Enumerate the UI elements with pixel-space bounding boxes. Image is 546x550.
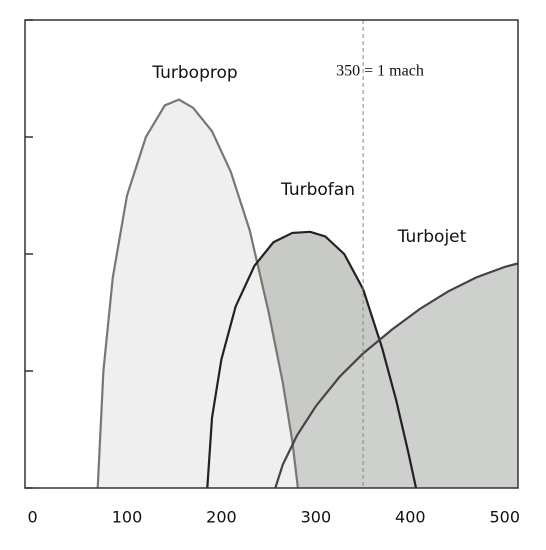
x-tick-label: 500	[490, 508, 521, 527]
x-tick-label: 300	[301, 508, 332, 527]
x-tick-label: 200	[206, 508, 237, 527]
curve	[206, 230, 418, 489]
x-tick-label: 0	[27, 508, 37, 527]
x-tick-label: 100	[112, 508, 143, 527]
area-fill	[275, 263, 518, 488]
series-label: Turbofan	[280, 180, 355, 200]
area-fill	[97, 99, 298, 488]
x-tick-label: 400	[395, 508, 426, 527]
annotation: 350 = 1 mach	[336, 63, 424, 80]
series-label: Turboprop	[151, 63, 237, 83]
series-label: Turbojet	[397, 227, 467, 247]
curve	[96, 98, 299, 489]
curve	[274, 262, 519, 489]
